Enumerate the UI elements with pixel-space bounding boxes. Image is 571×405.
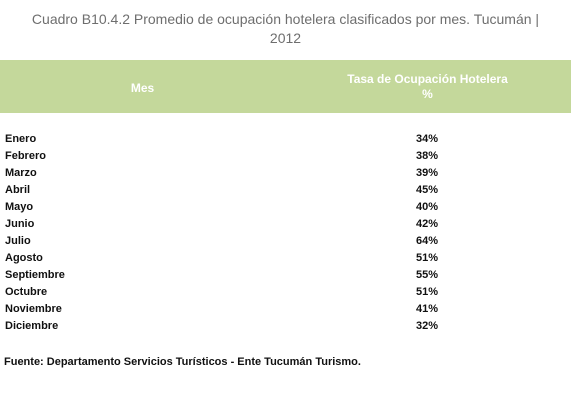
row-month: Abril — [5, 184, 31, 196]
table-title: Cuadro B10.4.2 Promedio de ocupación hot… — [0, 10, 571, 48]
table-row: Abril 45% — [0, 182, 571, 199]
row-month: Mayo — [5, 201, 34, 213]
row-rate: 42% — [416, 218, 439, 230]
table-header: Mes Tasa de Ocupación Hotelera % — [0, 60, 571, 113]
table-title-line2: 2012 — [269, 30, 302, 46]
row-month: Enero — [5, 133, 37, 145]
row-rate: 41% — [416, 303, 439, 315]
row-month: Octubre — [5, 286, 48, 298]
table-row: Noviembre 41% — [0, 301, 571, 318]
row-rate: 34% — [416, 133, 439, 145]
table-body: Enero 34% Febrero 38% Marzo 39% Abril 45… — [0, 131, 571, 335]
row-rate: 45% — [416, 184, 439, 196]
column-header-tasa-unit: % — [422, 87, 433, 101]
row-rate: 39% — [416, 167, 439, 179]
table-row: Mayo 40% — [0, 199, 571, 216]
column-header-tasa-label: Tasa de Ocupación Hotelera — [347, 72, 508, 86]
table-row: Julio 64% — [0, 233, 571, 250]
row-month: Febrero — [5, 150, 46, 162]
table-row: Diciembre 32% — [0, 318, 571, 335]
row-rate: 40% — [416, 201, 439, 213]
table-row: Enero 34% — [0, 131, 571, 148]
row-month: Junio — [5, 218, 35, 230]
row-month: Noviembre — [5, 303, 62, 315]
row-month: Septiembre — [5, 269, 65, 281]
column-header-mes: Mes — [130, 81, 155, 95]
row-month: Marzo — [5, 167, 37, 179]
table-row: Septiembre 55% — [0, 267, 571, 284]
row-month: Julio — [5, 235, 31, 247]
source-note: Fuente: Departamento Servicios Turístico… — [4, 356, 361, 368]
table-title-line1: Cuadro B10.4.2 Promedio de ocupación hot… — [31, 11, 540, 27]
table-row: Junio 42% — [0, 216, 571, 233]
table-row: Marzo 39% — [0, 165, 571, 182]
row-rate: 64% — [416, 235, 439, 247]
row-rate: 32% — [416, 320, 439, 332]
row-rate: 55% — [416, 269, 439, 281]
row-month: Diciembre — [5, 320, 59, 332]
column-header-tasa: Tasa de Ocupación Hotelera % — [285, 72, 570, 102]
row-rate: 38% — [416, 150, 439, 162]
table-row: Agosto 51% — [0, 250, 571, 267]
row-month: Agosto — [5, 252, 43, 264]
table-row: Febrero 38% — [0, 148, 571, 165]
row-rate: 51% — [416, 252, 439, 264]
row-rate: 51% — [416, 286, 439, 298]
table-row: Octubre 51% — [0, 284, 571, 301]
